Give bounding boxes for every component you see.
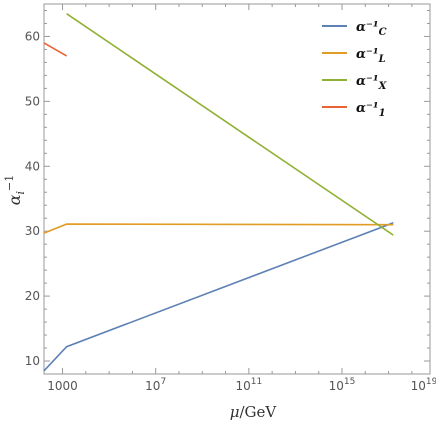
x-tick-base: 10 [235, 379, 250, 393]
y-tick-label: 10 [25, 354, 40, 368]
y-tick-label: 40 [25, 159, 40, 173]
series-line-c [43, 222, 394, 372]
y-tick-label: 30 [25, 224, 40, 238]
legend-entry-x: α⁻¹X [356, 74, 388, 92]
x-tick-base: 10 [145, 379, 160, 393]
x-tick-label: 1015 [329, 377, 356, 393]
y-axis-var: α [5, 194, 24, 205]
x-tick-exponent: 11 [251, 377, 262, 387]
y-axis-title: αi−1 [3, 175, 27, 206]
legend-symbol: α⁻¹ [356, 47, 379, 62]
x-tick-base: 10 [411, 379, 426, 393]
x-tick-label: 107 [145, 377, 166, 393]
x-tick-label: 1011 [235, 377, 262, 393]
series-line-x [66, 13, 394, 236]
x-tick-exponent: 7 [160, 377, 166, 387]
x-axis-unit: /GeV [240, 403, 278, 421]
x-tick-base: 1000 [47, 379, 78, 393]
legend-subscript: L [378, 54, 386, 65]
x-tick-base: 10 [329, 379, 344, 393]
plot-frame [43, 3, 431, 375]
x-tick-exponent: 19 [426, 377, 436, 387]
x-tick-exponent: 15 [344, 377, 355, 387]
x-tick-label: 1019 [411, 377, 436, 393]
legend-entry-l: α⁻¹L [356, 47, 386, 65]
legend-symbol: α⁻¹ [356, 101, 379, 116]
tick-marks [44, 4, 430, 374]
x-axis-title: μ/GeV [230, 403, 278, 421]
series-line-1 [43, 42, 67, 57]
series-line-l [43, 223, 394, 234]
legend-symbol: α⁻¹ [356, 20, 379, 35]
legend-subscript: 1 [379, 108, 386, 119]
y-tick-label: 20 [25, 289, 40, 303]
y-axis-sub: i [14, 191, 27, 195]
legend-symbol: α⁻¹ [356, 74, 379, 89]
x-axis-var: μ [230, 403, 240, 421]
y-axis-sup: −1 [3, 175, 16, 191]
y-tick-label: 50 [25, 94, 40, 108]
y-tick-label: 60 [25, 29, 40, 43]
x-tick-label: 1000 [47, 379, 78, 393]
legend: α⁻¹Cα⁻¹Lα⁻¹Xα⁻¹1 [322, 20, 388, 119]
legend-subscript: X [378, 81, 388, 92]
series-lines [43, 13, 394, 372]
legend-entry-c: α⁻¹C [356, 20, 387, 38]
legend-entry-1: α⁻¹1 [356, 101, 386, 119]
legend-subscript: C [379, 27, 387, 38]
